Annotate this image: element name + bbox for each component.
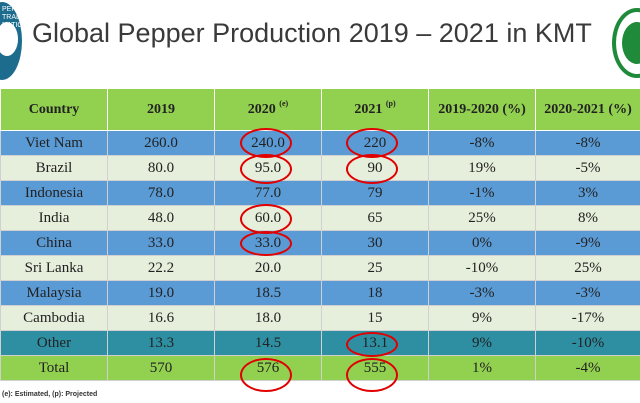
cell-change-2019-2020: -10% bbox=[428, 255, 536, 281]
cell-2020: 18.5 bbox=[214, 280, 322, 306]
table-row: Viet Nam 260.0 240.0 220 -8% -8% bbox=[0, 130, 640, 156]
highlight-circle bbox=[240, 204, 292, 234]
cell-2019: 33.0 bbox=[107, 230, 215, 256]
cell-change-2019-2020: -3% bbox=[428, 280, 536, 306]
cell-change-2019-2020: 19% bbox=[428, 155, 536, 181]
cell-change-2019-2020: -8% bbox=[428, 130, 536, 156]
logo-ring bbox=[0, 22, 18, 56]
cell-2021: 25 bbox=[321, 255, 429, 281]
header-2019: 2019 bbox=[107, 88, 215, 131]
cell-change-2020-2021: -17% bbox=[535, 305, 640, 331]
highlight-circle bbox=[240, 358, 292, 392]
table-row: China 33.0 33.0 30 0% -9% bbox=[0, 230, 640, 256]
header-change-2020-2021: 2020-2021 (%) bbox=[535, 88, 640, 131]
cell-change-2019-2020: -1% bbox=[428, 180, 536, 206]
cell-2020: 18.0 bbox=[214, 305, 322, 331]
cell-2020: 14.5 bbox=[214, 330, 322, 356]
cell-country: China bbox=[0, 230, 108, 256]
header-country: Country bbox=[0, 88, 108, 131]
table-total-row: Total 570 576 555 1% -4% bbox=[0, 355, 640, 381]
cell-2019: 260.0 bbox=[107, 130, 215, 156]
table-row: Brazil 80.0 95.0 90 19% -5% bbox=[0, 155, 640, 181]
slide-title: Global Pepper Production 2019 – 2021 in … bbox=[32, 18, 592, 48]
cell-2019: 13.3 bbox=[107, 330, 215, 356]
cell-2020: 20.0 bbox=[214, 255, 322, 281]
cell-change-2019-2020: 9% bbox=[428, 305, 536, 331]
cell-2019: 570 bbox=[107, 355, 215, 381]
cell-change-2020-2021: -10% bbox=[535, 330, 640, 356]
table-row: Cambodia 16.6 18.0 15 9% -17% bbox=[0, 305, 640, 331]
cell-change-2019-2020: 1% bbox=[428, 355, 536, 381]
cell-2019: 19.0 bbox=[107, 280, 215, 306]
highlight-circle bbox=[346, 154, 398, 184]
cell-2019: 16.6 bbox=[107, 305, 215, 331]
table-header-row: Country 2019 2020 (e) 2021 (p) 2019-2020… bbox=[0, 88, 640, 131]
table-row: Other 13.3 14.5 13.1 9% -10% bbox=[0, 330, 640, 356]
table-row: Malaysia 19.0 18.5 18 -3% -3% bbox=[0, 280, 640, 306]
logo-text: PEPPER TRADE NATION bbox=[2, 6, 22, 29]
right-logo bbox=[612, 8, 640, 78]
cell-country: Other bbox=[0, 330, 108, 356]
cell-country: Malaysia bbox=[0, 280, 108, 306]
cell-change-2020-2021: 8% bbox=[535, 205, 640, 231]
cell-change-2020-2021: 3% bbox=[535, 180, 640, 206]
cell-2019: 22.2 bbox=[107, 255, 215, 281]
cell-2019: 78.0 bbox=[107, 180, 215, 206]
header-change-2019-2020: 2019-2020 (%) bbox=[428, 88, 536, 131]
header-2021: 2021 (p) bbox=[321, 88, 429, 131]
pepper-production-table: Country 2019 2020 (e) 2021 (p) 2019-2020… bbox=[0, 88, 640, 381]
logo-core bbox=[622, 22, 640, 64]
cell-2020: 77.0 bbox=[214, 180, 322, 206]
highlight-circle bbox=[240, 231, 292, 256]
cell-change-2020-2021: -8% bbox=[535, 130, 640, 156]
cell-country: India bbox=[0, 205, 108, 231]
cell-change-2020-2021: -9% bbox=[535, 230, 640, 256]
left-logo: PEPPER TRADE NATION bbox=[0, 2, 22, 80]
cell-2019: 80.0 bbox=[107, 155, 215, 181]
table-row: Indonesia 78.0 77.0 79 -1% 3% bbox=[0, 180, 640, 206]
cell-country: Viet Nam bbox=[0, 130, 108, 156]
table-row: Sri Lanka 22.2 20.0 25 -10% 25% bbox=[0, 255, 640, 281]
cell-country: Brazil bbox=[0, 155, 108, 181]
cell-2021: 65 bbox=[321, 205, 429, 231]
cell-change-2020-2021: -3% bbox=[535, 280, 640, 306]
table-row: India 48.0 60.0 65 25% 8% bbox=[0, 205, 640, 231]
highlight-circle bbox=[240, 154, 292, 184]
cell-2021: 79 bbox=[321, 180, 429, 206]
cell-2021: 30 bbox=[321, 230, 429, 256]
cell-country: Cambodia bbox=[0, 305, 108, 331]
cell-change-2019-2020: 0% bbox=[428, 230, 536, 256]
cell-country: Total bbox=[0, 355, 108, 381]
highlight-circle bbox=[346, 358, 398, 392]
header-2020: 2020 (e) bbox=[214, 88, 322, 131]
cell-change-2020-2021: 25% bbox=[535, 255, 640, 281]
cell-change-2019-2020: 25% bbox=[428, 205, 536, 231]
cell-change-2019-2020: 9% bbox=[428, 330, 536, 356]
cell-country: Sri Lanka bbox=[0, 255, 108, 281]
cell-2021: 18 bbox=[321, 280, 429, 306]
footnote: (e): Estimated, (p): Projected bbox=[2, 391, 98, 398]
highlight-circle bbox=[346, 332, 398, 357]
cell-2019: 48.0 bbox=[107, 205, 215, 231]
cell-2021: 15 bbox=[321, 305, 429, 331]
cell-change-2020-2021: -4% bbox=[535, 355, 640, 381]
cell-country: Indonesia bbox=[0, 180, 108, 206]
cell-change-2020-2021: -5% bbox=[535, 155, 640, 181]
